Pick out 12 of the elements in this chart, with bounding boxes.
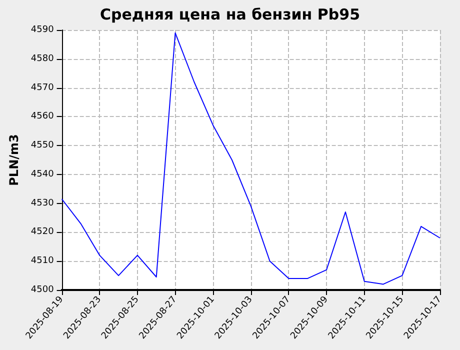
y-axis-title: PLN/m3: [7, 134, 21, 186]
y-tick-label: 4570: [30, 82, 54, 93]
y-tick-label: 4560: [30, 112, 54, 122]
y-tick-label: 4550: [30, 140, 54, 151]
y-tick-label: 4590: [30, 25, 54, 35]
y-tick-label: 4520: [30, 227, 54, 238]
chart-title: Средняя цена на бензин Pb95: [100, 6, 360, 24]
y-tick-label: 4530: [30, 198, 54, 208]
y-tick-label: 4580: [30, 54, 54, 64]
y-tick-label: 4540: [30, 169, 54, 180]
y-tick-label: 4500: [30, 285, 54, 295]
y-tick-label: 4510: [30, 256, 54, 266]
